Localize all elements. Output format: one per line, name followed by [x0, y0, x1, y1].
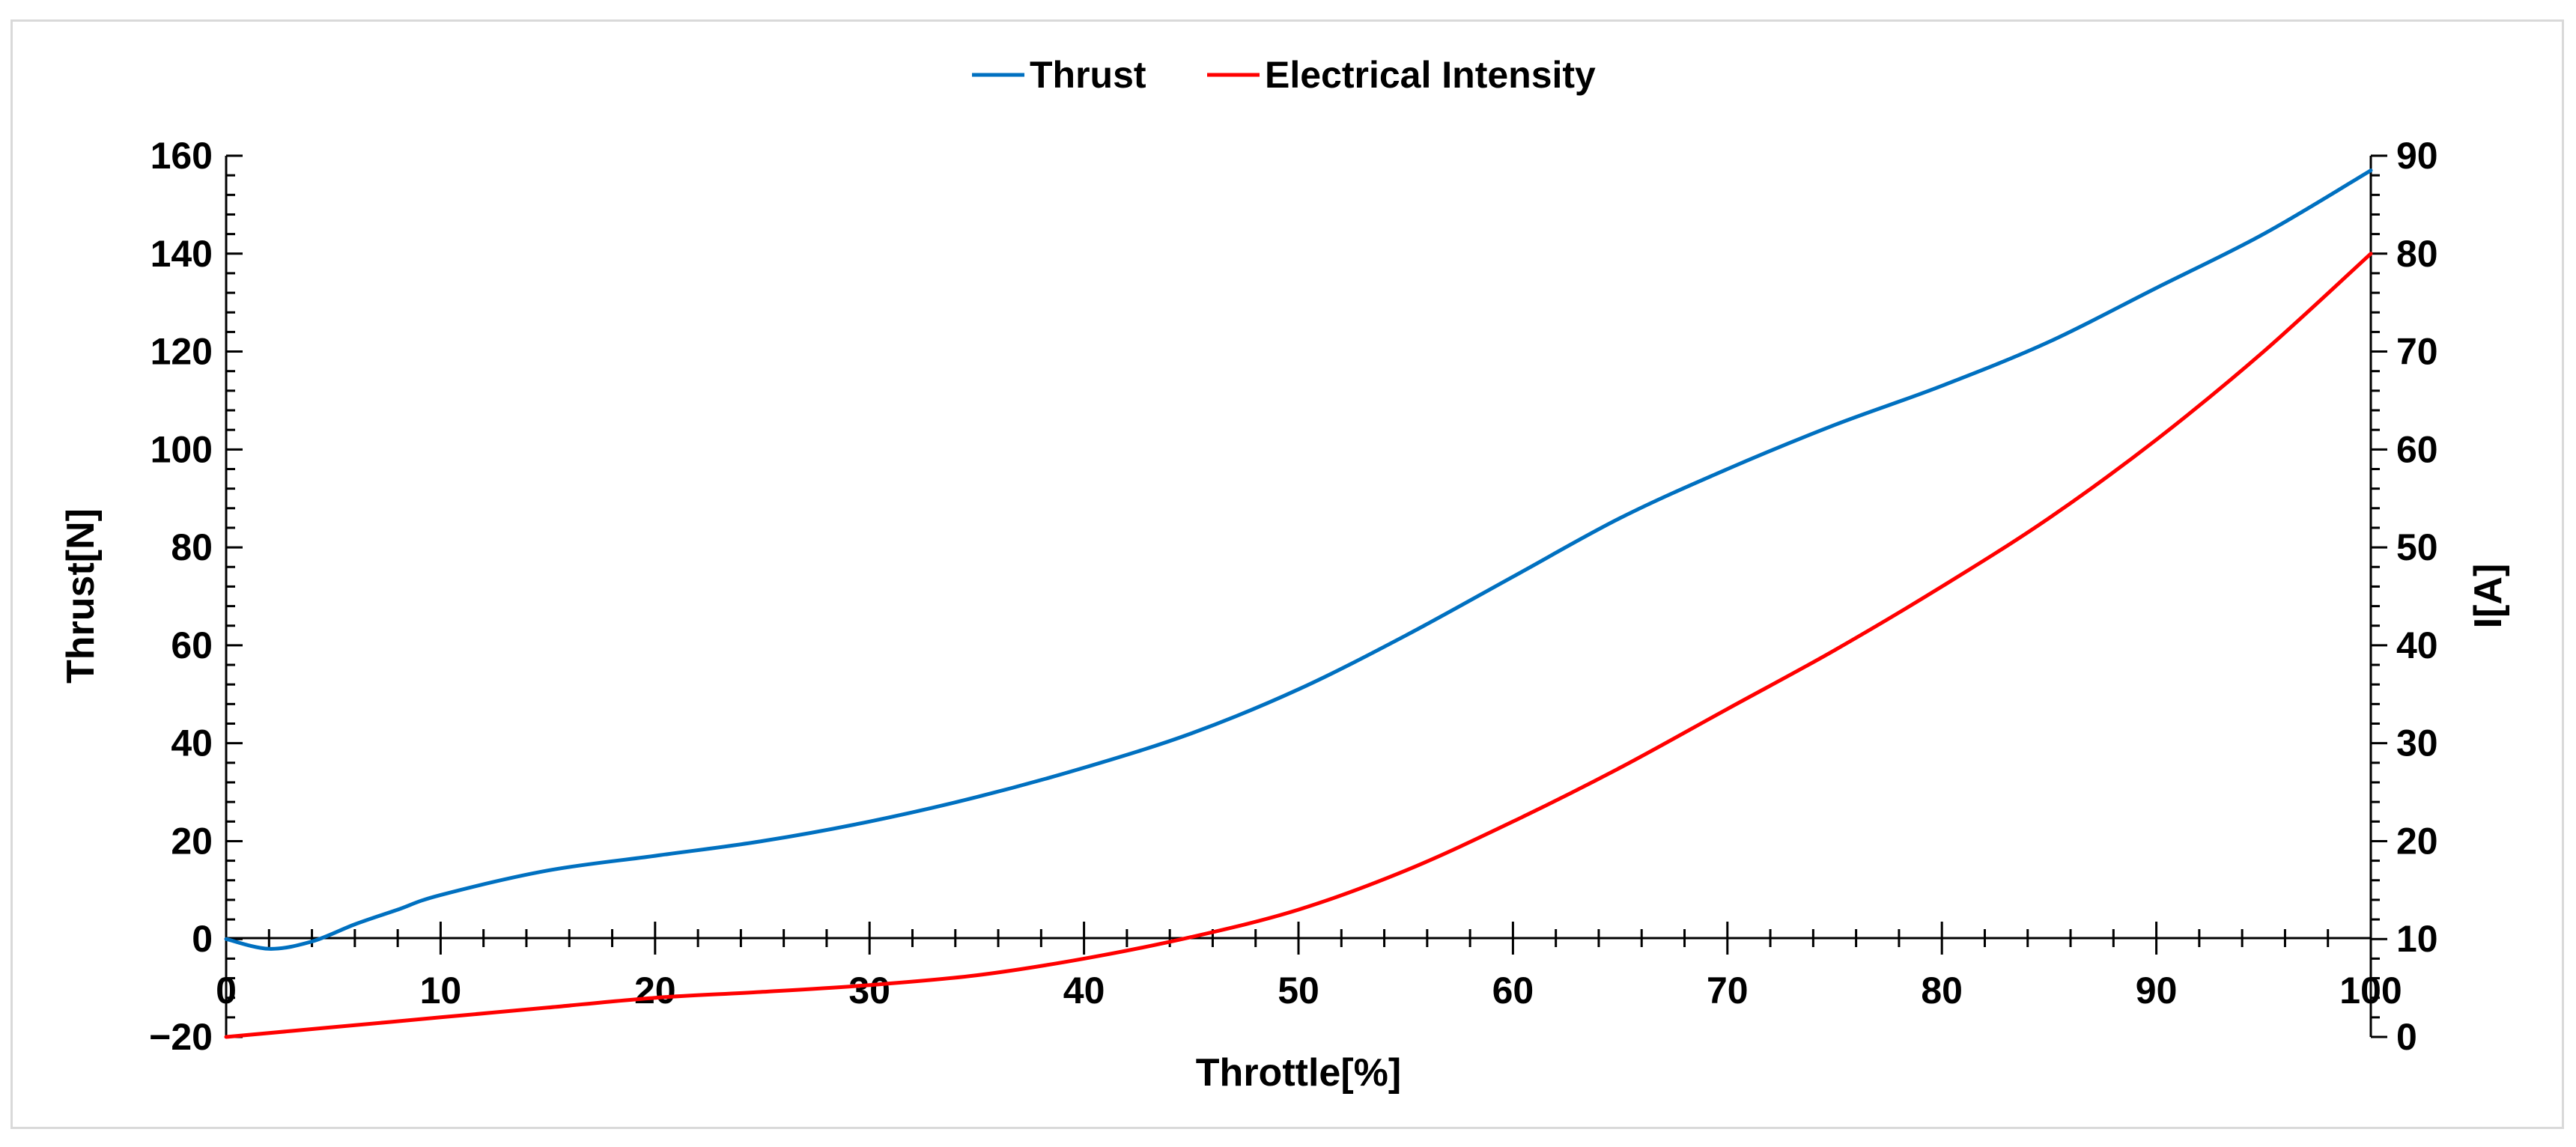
y2-tick-label: 30: [2396, 722, 2438, 764]
series-line-thrust: [224, 168, 2373, 951]
x-tick-label: 50: [1278, 970, 1319, 1011]
x-tick-label: 60: [1492, 970, 1534, 1011]
series-line-electrical-intensity: [224, 252, 2373, 1039]
y-tick-label: 80: [171, 526, 213, 568]
tick-labels: −200204060801001201401600102030405060708…: [149, 135, 2437, 1058]
y2-axis-title: I[A]: [2467, 564, 2510, 629]
legend-label-thrust: Thrust: [1030, 54, 1146, 96]
y2-tick-label: 40: [2396, 624, 2438, 666]
chart-frame: [10, 19, 2564, 1129]
axes: [225, 156, 2372, 1037]
x-tick-label: 10: [420, 970, 462, 1011]
y2-tick-label: 20: [2396, 820, 2438, 862]
y2-tick-label: 50: [2396, 526, 2438, 568]
x-tick-label: 0: [216, 970, 237, 1011]
y-tick-label: 40: [171, 722, 213, 764]
y2-tick-label: 60: [2396, 428, 2438, 470]
x-tick-label: 80: [1921, 970, 1963, 1011]
y-tick-label: 100: [151, 428, 213, 470]
y2-tick-label: 0: [2396, 1016, 2417, 1058]
y-tick-label: 160: [151, 135, 213, 177]
x-tick-label: 90: [2136, 970, 2178, 1011]
series-lines: [224, 168, 2373, 1039]
x-tick-label: 100: [2339, 970, 2402, 1011]
legend: Thrust Electrical Intensity: [972, 54, 1596, 96]
tick-marks: [225, 154, 2387, 1038]
y-tick-label: 20: [171, 820, 213, 862]
y2-tick-label: 90: [2396, 135, 2438, 177]
y-tick-label: 0: [192, 918, 213, 960]
y-tick-label: 140: [151, 233, 213, 275]
x-tick-label: 70: [1707, 970, 1749, 1011]
y-axis-title: Thrust[N]: [59, 508, 103, 684]
x-tick-label: 40: [1063, 970, 1105, 1011]
y-tick-label: 60: [171, 624, 213, 666]
y2-tick-label: 10: [2396, 918, 2438, 960]
y-tick-label: −20: [149, 1016, 213, 1058]
legend-label-electrical-intensity: Electrical Intensity: [1265, 54, 1596, 96]
y-tick-label: 120: [151, 331, 213, 373]
y2-tick-label: 70: [2396, 331, 2438, 373]
x-tick-label: 30: [848, 970, 890, 1011]
x-tick-label: 20: [634, 970, 676, 1011]
x-axis-title: Throttle[%]: [1196, 1051, 1401, 1095]
y2-tick-label: 80: [2396, 233, 2438, 275]
